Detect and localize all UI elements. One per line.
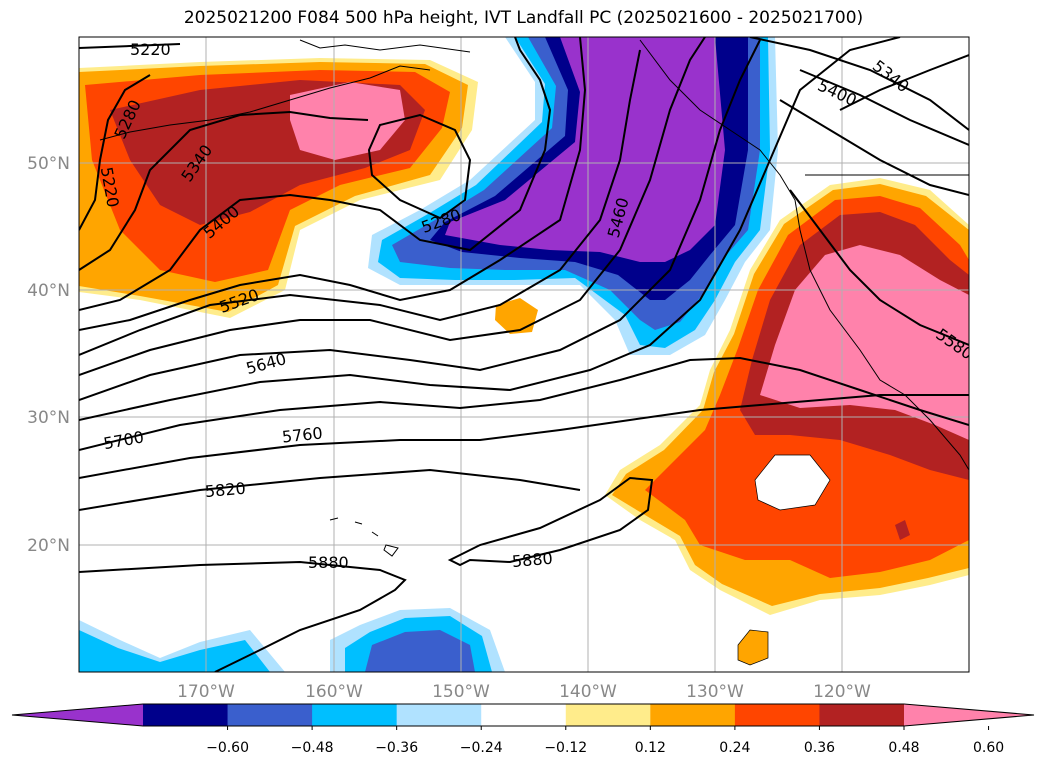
lat-label: 40°N — [27, 281, 70, 301]
colorbar-swatch — [565, 704, 651, 726]
colorbar-tick-label: −0.60 — [206, 740, 249, 756]
map-panel: 5220 5220 5280 5340 5340 5400 5400 5280 … — [79, 37, 969, 672]
colorbar-tick-label: 0.12 — [635, 740, 666, 756]
colorbar-outline — [11, 703, 1035, 727]
longitude-labels: 170°W 160°W 150°W 140°W 130°W 120°W — [177, 682, 871, 702]
colorbar-swatch — [481, 704, 567, 726]
colorbar-swatch — [819, 704, 905, 726]
colorbar-tick-label: −0.36 — [375, 740, 418, 756]
colorbar-tick-label: −0.48 — [291, 740, 334, 756]
contour-label: 5220 — [130, 40, 171, 59]
height-contours — [79, 37, 969, 672]
lat-label: 50°N — [27, 154, 70, 174]
map-title: 2025021200 F084 500 hPa height, IVT Land… — [183, 8, 864, 28]
colorbar-tick-label: 0.48 — [888, 740, 919, 756]
contour-label: 5820 — [204, 479, 246, 501]
latitude-labels: 50°N 40°N 30°N 20°N — [27, 154, 70, 556]
lon-label: 130°W — [686, 682, 744, 702]
lat-label: 30°N — [27, 408, 70, 428]
colorbar-swatch — [650, 704, 736, 726]
lon-label: 140°W — [559, 682, 617, 702]
ivt-negative-region-north — [368, 37, 778, 355]
colorbar: −0.60 −0.48 −0.36 −0.24 −0.12 0.12 0.24 0.36 0.4… — [11, 703, 1035, 756]
colorbar-tick-label: −0.12 — [544, 740, 587, 756]
lat-label: 20°N — [27, 536, 70, 556]
colorbar-swatch — [312, 704, 398, 726]
coastlines — [99, 39, 969, 557]
colorbar-swatch — [396, 704, 482, 726]
colorbar-tick-label: 0.24 — [719, 740, 750, 756]
contour-label: 5760 — [281, 423, 323, 446]
colorbar-extension-high — [904, 704, 1034, 726]
lon-label: 170°W — [177, 682, 235, 702]
graticule — [79, 37, 969, 672]
map-frame — [78, 36, 970, 673]
colorbar-tick-label: 0.36 — [804, 740, 835, 756]
colorbar-extension-low — [12, 704, 143, 726]
lon-label: 150°W — [432, 682, 490, 702]
colorbar-swatch — [734, 704, 820, 726]
ivt-positive-region-east — [605, 178, 969, 666]
lon-label: 120°W — [813, 682, 871, 702]
colorbar-swatch — [143, 704, 229, 726]
contour-label: 5880 — [511, 549, 553, 571]
contour-label: 5880 — [308, 553, 349, 572]
colorbar-swatch — [227, 704, 313, 726]
colorbar-tick-label: 0.60 — [973, 740, 1004, 756]
colorbar-tick-label: −0.24 — [460, 740, 503, 756]
lon-label: 160°W — [305, 682, 363, 702]
